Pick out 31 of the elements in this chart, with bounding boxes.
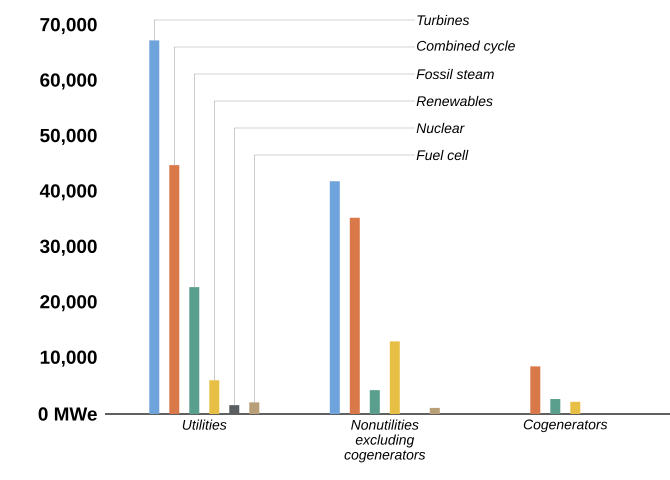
y-tick-label: 40,000 xyxy=(40,184,97,200)
y-tick-label: 10,000 xyxy=(40,350,97,367)
bar xyxy=(350,218,360,414)
y-tick-label: 0 MWe xyxy=(38,407,97,421)
bar xyxy=(149,40,160,414)
y-tick-label: 30,000 xyxy=(40,240,97,256)
text: Nuclear xyxy=(416,122,465,134)
x-tick-label: Cogenerators xyxy=(524,420,608,432)
y-tick-label: 20,000 xyxy=(40,295,97,312)
bar xyxy=(550,399,560,414)
bar xyxy=(570,402,580,414)
y-tick-label: 70,000 xyxy=(40,18,97,34)
text: Combined cycle xyxy=(416,40,515,54)
text: Renewables xyxy=(416,96,493,106)
bar xyxy=(209,380,220,414)
text: Turbines xyxy=(417,14,470,26)
bar xyxy=(249,402,260,414)
x-tick-label: Nonutilities excluding cogenerators xyxy=(344,420,426,462)
bar xyxy=(189,287,200,414)
bar xyxy=(330,181,340,414)
bar xyxy=(430,408,440,414)
x-tick-label: Utilities xyxy=(182,420,226,430)
bar xyxy=(229,405,240,414)
bar xyxy=(390,341,400,414)
bar xyxy=(169,165,180,414)
y-tick-label: 50,000 xyxy=(40,128,97,145)
text: Fuel cell xyxy=(416,150,468,160)
bar xyxy=(530,366,540,414)
text: Fossil steam xyxy=(416,68,494,80)
bar xyxy=(370,390,380,414)
y-tick-label: 60,000 xyxy=(40,73,97,90)
